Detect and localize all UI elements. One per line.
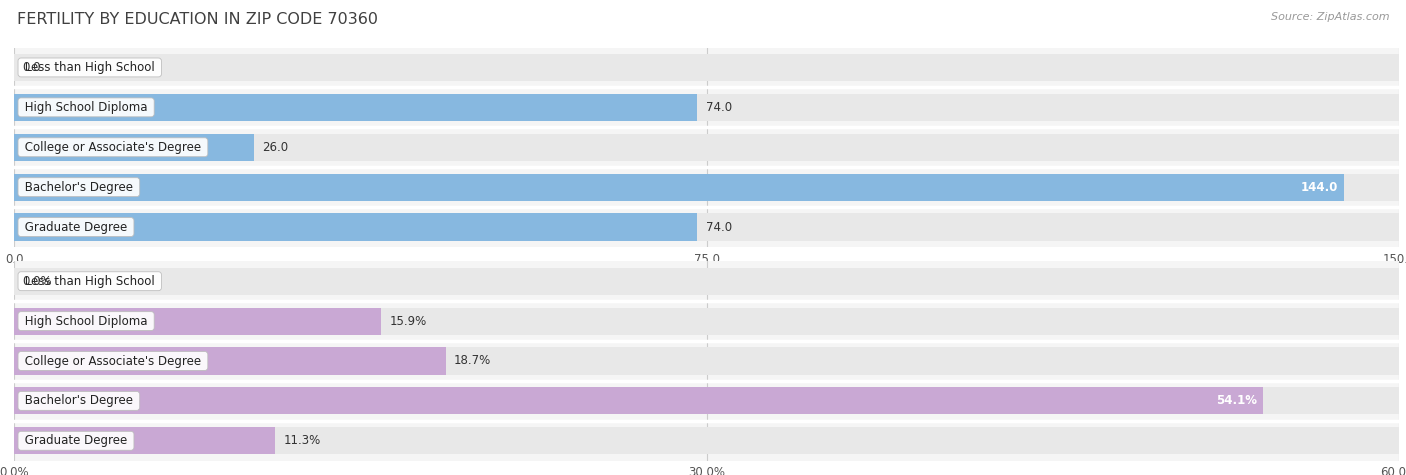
Text: High School Diploma: High School Diploma bbox=[21, 101, 152, 114]
Text: Graduate Degree: Graduate Degree bbox=[21, 434, 131, 447]
Text: 54.1%: 54.1% bbox=[1216, 394, 1257, 408]
Bar bbox=[14, 347, 446, 375]
Text: 26.0: 26.0 bbox=[263, 141, 288, 154]
Bar bbox=[14, 94, 1399, 121]
Text: 0.0: 0.0 bbox=[22, 61, 41, 74]
Text: 15.9%: 15.9% bbox=[389, 314, 426, 328]
Bar bbox=[14, 133, 254, 161]
Bar bbox=[14, 173, 1344, 201]
Text: 74.0: 74.0 bbox=[706, 220, 731, 234]
Bar bbox=[14, 173, 1399, 201]
Bar bbox=[14, 54, 1399, 81]
Bar bbox=[14, 427, 276, 455]
Text: Bachelor's Degree: Bachelor's Degree bbox=[21, 180, 136, 194]
Text: FERTILITY BY EDUCATION IN ZIP CODE 70360: FERTILITY BY EDUCATION IN ZIP CODE 70360 bbox=[17, 12, 378, 27]
Text: Graduate Degree: Graduate Degree bbox=[21, 220, 131, 234]
Text: Source: ZipAtlas.com: Source: ZipAtlas.com bbox=[1271, 12, 1389, 22]
Bar bbox=[14, 307, 381, 335]
Bar bbox=[14, 133, 1399, 161]
Text: 74.0: 74.0 bbox=[706, 101, 731, 114]
Bar bbox=[14, 387, 1399, 415]
Text: Bachelor's Degree: Bachelor's Degree bbox=[21, 394, 136, 408]
Text: College or Associate's Degree: College or Associate's Degree bbox=[21, 354, 205, 368]
Text: 18.7%: 18.7% bbox=[454, 354, 491, 368]
Bar bbox=[14, 387, 1263, 415]
Bar bbox=[14, 347, 1399, 375]
Text: High School Diploma: High School Diploma bbox=[21, 314, 152, 328]
Text: 0.0%: 0.0% bbox=[22, 275, 52, 288]
Text: 11.3%: 11.3% bbox=[283, 434, 321, 447]
Text: College or Associate's Degree: College or Associate's Degree bbox=[21, 141, 205, 154]
Bar bbox=[14, 307, 1399, 335]
Bar bbox=[14, 213, 697, 241]
Text: 144.0: 144.0 bbox=[1301, 180, 1339, 194]
Bar bbox=[14, 94, 697, 121]
Bar bbox=[14, 427, 1399, 455]
Bar bbox=[14, 267, 1399, 295]
Text: Less than High School: Less than High School bbox=[21, 61, 159, 74]
Text: Less than High School: Less than High School bbox=[21, 275, 159, 288]
Bar bbox=[14, 213, 1399, 241]
